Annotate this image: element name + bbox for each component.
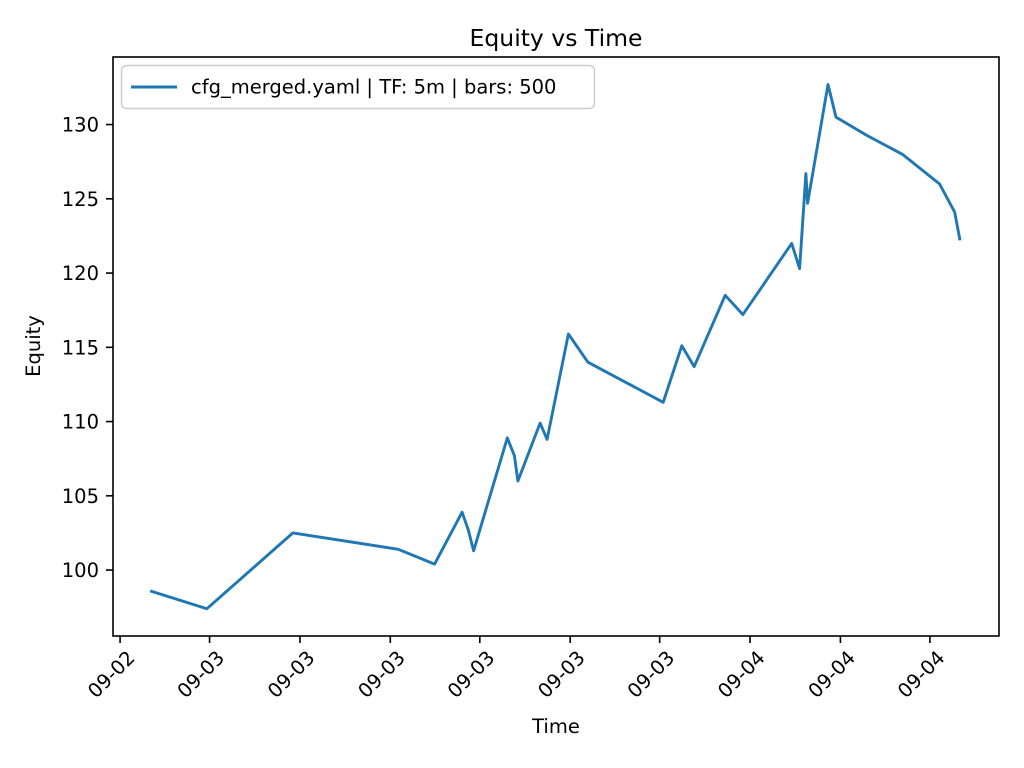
x-tick-label: 09-04 [713, 646, 769, 702]
y-tick-label: 110 [62, 411, 99, 434]
x-axis-label: Time [531, 715, 580, 738]
x-tick-label: 09-04 [804, 646, 860, 702]
y-axis-label: Equity [22, 315, 45, 377]
x-tick-label: 09-03 [533, 646, 589, 702]
chart-title: Equity vs Time [470, 24, 643, 52]
equity-line [149, 83, 962, 611]
y-tick-label: 130 [62, 114, 99, 137]
y-tick-label: 105 [62, 485, 99, 508]
x-tick-label: 09-03 [623, 646, 679, 702]
x-tick-label: 09-03 [354, 646, 410, 702]
y-tick-label: 115 [62, 336, 99, 359]
plot-border [112, 56, 1000, 637]
legend-label: cfg_merged.yaml | TF: 5m | bars: 500 [191, 76, 556, 99]
legend-box [120, 64, 596, 110]
x-tick-label: 09-03 [443, 646, 499, 702]
x-tick-label: 09-03 [263, 646, 319, 702]
y-tick-label: 120 [62, 262, 99, 285]
x-tick-label: 09-04 [893, 646, 949, 702]
legend: cfg_merged.yaml | TF: 5m | bars: 500 [120, 64, 596, 110]
plot-area: 100 105 110 115 120 125 130 09-02 09-03 09-03 09-0… [62, 56, 1000, 703]
x-tick-label: 09-02 [83, 646, 139, 702]
x-tick-label: 09-03 [173, 646, 229, 702]
y-tick-label: 125 [62, 188, 99, 211]
y-tick-label: 100 [62, 559, 99, 582]
